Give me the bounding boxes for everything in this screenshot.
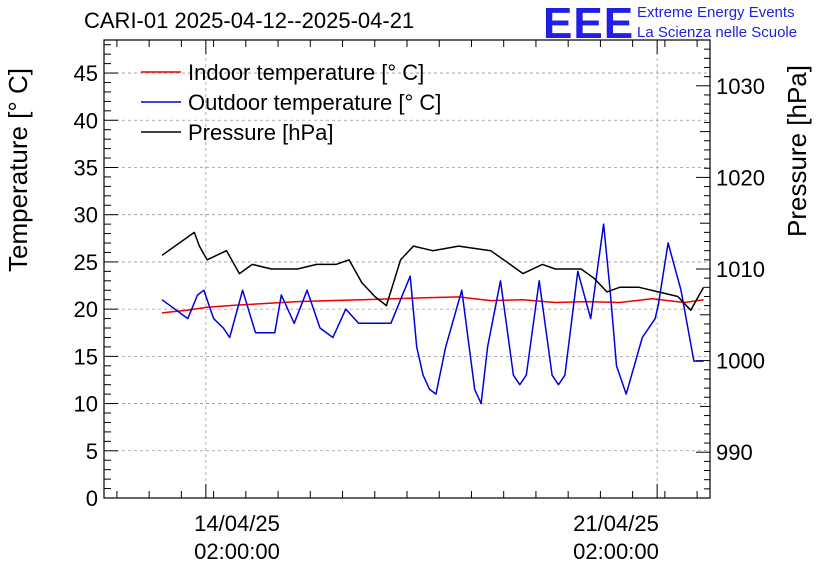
y-tick-label: 10 bbox=[74, 392, 98, 417]
logo-caption: Extreme Energy Events La Scienza nelle S… bbox=[637, 3, 797, 43]
y-tick-label: 40 bbox=[74, 108, 98, 133]
y-axis-right-label: Pressure [hPa] bbox=[782, 65, 812, 237]
series-line-pressure bbox=[161, 231, 705, 311]
logo-caption-line2: La Scienza nelle Scuole bbox=[637, 24, 798, 41]
y-tick-label: 15 bbox=[74, 344, 98, 369]
series-layer bbox=[161, 223, 705, 405]
y2-tick-label: 1020 bbox=[716, 165, 765, 190]
legend-label-outdoor: Outdoor temperature [° C] bbox=[188, 90, 441, 115]
x-tick-date-1: 21/04/25 bbox=[573, 511, 659, 536]
y-tick-label: 20 bbox=[74, 297, 98, 322]
grid-lines bbox=[104, 40, 710, 498]
x-tick-label-1: 21/04/25 02:00:00 bbox=[526, 510, 706, 566]
x-tick-time-0: 02:00:00 bbox=[194, 539, 280, 564]
y-axis-left-label: Temperature [° C] bbox=[3, 67, 33, 272]
legend-label-indoor: Indoor temperature [° C] bbox=[188, 60, 424, 85]
y-tick-label: 25 bbox=[74, 250, 98, 275]
legend: Indoor temperature [° C] Outdoor tempera… bbox=[141, 60, 441, 145]
y-tick-label: 5 bbox=[86, 439, 98, 464]
y-tick-label: 30 bbox=[74, 203, 98, 228]
logo-caption-line1: Extreme Energy Events bbox=[637, 4, 795, 21]
x-tick-label-0: 14/04/25 02:00:00 bbox=[147, 510, 327, 566]
axis-ticks: 0 5 10 15 20 25 30 35 40 45 990 1000 1010 1020 1030 bbox=[74, 40, 765, 511]
series-line-outdoor bbox=[161, 223, 704, 405]
eee-logo: EEE bbox=[543, 0, 635, 48]
y2-tick-label: 1010 bbox=[716, 257, 765, 282]
x-tick-time-1: 02:00:00 bbox=[573, 539, 659, 564]
series-line-indoor bbox=[161, 296, 704, 314]
y2-tick-label: 1000 bbox=[716, 349, 765, 374]
y2-tick-label: 990 bbox=[716, 440, 753, 465]
chart-title: CARI-01 2025-04-12--2025-04-21 bbox=[84, 8, 415, 33]
y-tick-label: 35 bbox=[74, 155, 98, 180]
x-tick-date-0: 14/04/25 bbox=[194, 511, 280, 536]
legend-label-pressure: Pressure [hPa] bbox=[188, 120, 334, 145]
y2-tick-label: 1030 bbox=[716, 74, 765, 99]
y-tick-label: 45 bbox=[74, 61, 98, 86]
y-tick-label: 0 bbox=[86, 486, 98, 511]
